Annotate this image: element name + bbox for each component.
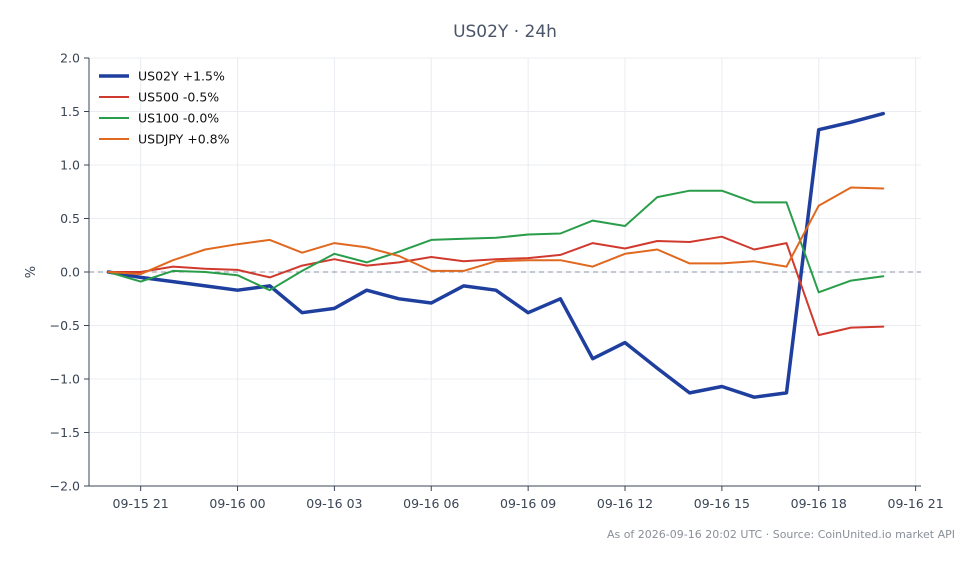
y-axis-label: % [24, 266, 39, 278]
footer-source: As of 2026-09-16 20:02 UTC · Source: Coi… [607, 528, 955, 541]
x-tick-label: 09-16 18 [791, 496, 847, 511]
legend-label-3: US100 -0.0% [138, 111, 219, 126]
legend: US02Y +1.5% US500 -0.5% US100 -0.0% USDJPY … [99, 69, 230, 147]
x-tick-label: 09-16 00 [209, 496, 265, 511]
y-ticks: 2.0 1.5 1.0 0.5 0.0 −0.5 −1.0 −1.5 −2.0 [50, 51, 89, 494]
x-tick-label: 09-16 09 [500, 496, 556, 511]
series-line-1 [106, 111, 886, 399]
series-line-2 [107, 235, 885, 337]
legend-label-1: US02Y +1.5% [138, 69, 225, 84]
y-tick-label: 0.0 [60, 265, 80, 280]
y-tick-label: 2.0 [60, 51, 80, 66]
y-tick-label: −1.0 [50, 372, 80, 387]
series-group [106, 111, 886, 399]
legend-label-2: US500 -0.5% [138, 90, 219, 105]
x-tick-label: 09-16 15 [694, 496, 750, 511]
x-tick-label: 09-16 21 [888, 496, 944, 511]
y-tick-label: 1.0 [60, 158, 80, 173]
y-tick-label: 1.5 [60, 104, 80, 119]
chart-title: US02Y · 24h [453, 22, 557, 42]
x-tick-label: 09-16 03 [306, 496, 362, 511]
legend-label-4: USDJPY +0.8% [138, 132, 230, 147]
x-ticks: 09-15 21 09-16 00 09-16 03 09-16 06 09-16 09… [113, 486, 944, 511]
y-tick-label: −2.0 [50, 479, 80, 494]
x-tick-label: 09-16 06 [403, 496, 459, 511]
x-tick-label: 09-15 21 [113, 496, 169, 511]
x-tick-label: 09-16 12 [597, 496, 653, 511]
series-line-3 [107, 189, 885, 294]
y-tick-label: −1.5 [50, 425, 80, 440]
series-line-4 [107, 186, 885, 276]
y-tick-label: 0.5 [60, 211, 80, 226]
y-tick-label: −0.5 [50, 318, 80, 333]
